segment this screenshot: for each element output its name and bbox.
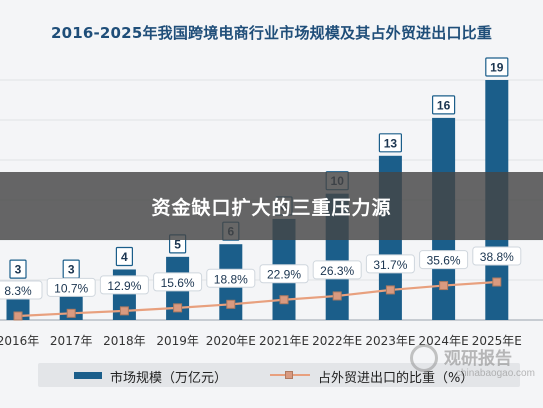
x-tick-label: 2019年 [156,334,199,348]
legend-label-bar: 市场规模（万亿元） [110,371,228,386]
legend-bar-swatch [74,372,102,379]
x-tick-label: 2022年E [312,334,362,348]
line-label-box [0,280,43,300]
line-value-label: 26.3% [320,264,354,278]
bar-value-label: 16 [437,98,451,112]
line-label-box [153,272,203,292]
bar-label-box [485,57,509,77]
line-value-label: 15.6% [161,276,195,290]
line-marker [66,308,76,318]
watermark: 观研报告 chinabaogao.com [410,342,542,382]
x-tick-label: 2024年E [419,334,469,348]
line-marker [226,299,236,309]
line-value-label: 18.8% [214,272,248,286]
x-tick-label: 2018年 [103,334,146,348]
legend-label-line: 占外贸进出口的比重（%） [318,371,474,386]
line-marker [119,306,129,316]
x-tick-label: 2023年E [365,334,415,348]
bar-value-label: 4 [121,250,128,264]
line-label-box [99,275,149,295]
line-label-box [46,277,96,297]
overlay-banner: 资金缺口扩大的三重压力源 [0,172,543,240]
bar-label-box [115,246,134,267]
line-label-box [259,264,309,284]
line-value-label: 8.3% [4,284,32,298]
line-series [17,280,497,318]
line-marker [492,277,502,287]
line-value-label: 31.7% [373,258,407,272]
line-label-box [419,250,469,270]
line-value-label: 12.9% [107,279,141,293]
x-tick-label: 2020年E [206,334,256,348]
legend-marker-swatch [285,371,293,379]
line-label-box [312,260,362,280]
watermark-url: chinabaogao.com [456,368,535,379]
x-tick-label: 2025年E [472,334,522,348]
legend: 市场规模（万亿元） 占外贸进出口的比重（%） [38,363,520,387]
bar-label-box [432,95,456,115]
line-label-box [472,246,522,266]
x-tick-label: 2017年 [50,334,93,348]
line-marker [279,295,289,305]
watermark-text: 观研报告 [444,349,512,369]
overlay-text: 资金缺口扩大的三重压力源 [151,196,392,219]
chart-title: 2016-2025年我国跨境电商行业市场规模及其占外贸进出口比重 [50,24,493,42]
line-value-label: 38.8% [480,250,514,264]
line-marker [13,311,23,321]
line-label-box [206,268,256,288]
line-label-box [365,254,415,274]
bar-value-label: 5 [174,237,181,251]
watermark-logo-icon [410,344,438,372]
x-tick-label: 2016年 [0,334,39,348]
bar-label-box [9,259,27,279]
bar-value-label: 13 [384,136,398,150]
line-marker [173,303,183,313]
line-value-label: 22.9% [267,268,301,282]
bar-value-label: 3 [68,263,75,277]
line-value-label: 35.6% [427,254,461,268]
line-marker [439,281,449,291]
bar-value-label: 3 [15,263,22,277]
line-marker [332,291,342,301]
line-marker [385,285,395,295]
bar-label-box [378,133,402,153]
x-tick-label: 2021年E [259,334,309,348]
bar-value-label: 19 [490,61,504,75]
line-value-label: 10.7% [54,281,88,295]
